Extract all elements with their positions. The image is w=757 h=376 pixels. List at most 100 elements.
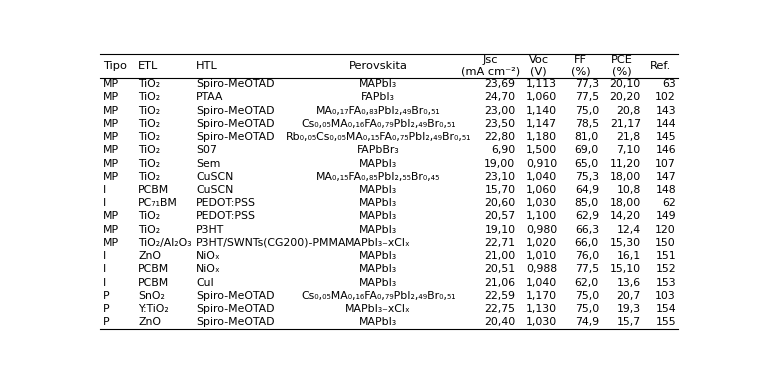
- Text: 15,10: 15,10: [609, 264, 640, 274]
- Text: 21,17: 21,17: [609, 119, 640, 129]
- Text: 102: 102: [656, 92, 676, 102]
- Text: TiO₂: TiO₂: [139, 225, 160, 235]
- Text: NiOₓ: NiOₓ: [196, 251, 221, 261]
- Text: MP: MP: [103, 79, 119, 89]
- Text: 64,9: 64,9: [575, 185, 599, 195]
- Text: 1,040: 1,040: [526, 277, 557, 288]
- Text: PCBM: PCBM: [139, 264, 170, 274]
- Text: HTL: HTL: [196, 61, 218, 71]
- Text: PEDOT:PSS: PEDOT:PSS: [196, 198, 256, 208]
- Text: 19,10: 19,10: [484, 225, 516, 235]
- Text: 145: 145: [656, 132, 676, 142]
- Text: TiO₂/Al₂O₃: TiO₂/Al₂O₃: [139, 238, 192, 248]
- Text: MP: MP: [103, 172, 119, 182]
- Text: 63: 63: [662, 79, 676, 89]
- Text: PCBM: PCBM: [139, 277, 170, 288]
- Text: I: I: [103, 198, 106, 208]
- Text: I: I: [103, 264, 106, 274]
- Text: 66,0: 66,0: [575, 238, 599, 248]
- Text: 147: 147: [656, 172, 676, 182]
- Text: MA₀,₁₅FA₀,₈₅PbI₂,₅₅Br₀,₄₅: MA₀,₁₅FA₀,₈₅PbI₂,₅₅Br₀,₄₅: [316, 172, 441, 182]
- Text: 69,0: 69,0: [575, 146, 599, 155]
- Text: 21,06: 21,06: [484, 277, 516, 288]
- Text: MAPbI₃: MAPbI₃: [359, 185, 397, 195]
- Text: Y:TiO₂: Y:TiO₂: [139, 304, 169, 314]
- Text: TiO₂: TiO₂: [139, 106, 160, 116]
- Text: 1,030: 1,030: [526, 198, 557, 208]
- Text: 21,8: 21,8: [617, 132, 640, 142]
- Text: 7,10: 7,10: [616, 146, 640, 155]
- Text: MP: MP: [103, 106, 119, 116]
- Text: 23,10: 23,10: [484, 172, 516, 182]
- Text: PCBM: PCBM: [139, 185, 170, 195]
- Text: MAPbI₃₋xClₓ: MAPbI₃₋xClₓ: [345, 238, 411, 248]
- Text: I: I: [103, 251, 106, 261]
- Text: MP: MP: [103, 132, 119, 142]
- Text: 62,9: 62,9: [575, 211, 599, 221]
- Text: MAPbI₃: MAPbI₃: [359, 225, 397, 235]
- Text: 1,060: 1,060: [526, 92, 557, 102]
- Text: 78,5: 78,5: [575, 119, 599, 129]
- Text: 20,40: 20,40: [484, 317, 516, 327]
- Text: 107: 107: [656, 159, 676, 168]
- Text: 1,147: 1,147: [526, 119, 557, 129]
- Text: 74,9: 74,9: [575, 317, 599, 327]
- Text: PEDOT:PSS: PEDOT:PSS: [196, 211, 256, 221]
- Text: 12,4: 12,4: [617, 225, 640, 235]
- Text: 22,80: 22,80: [484, 132, 516, 142]
- Text: 6,90: 6,90: [491, 146, 516, 155]
- Text: 1,130: 1,130: [526, 304, 557, 314]
- Text: 23,00: 23,00: [484, 106, 516, 116]
- Text: 75,3: 75,3: [575, 172, 599, 182]
- Text: MAPbI₃: MAPbI₃: [359, 159, 397, 168]
- Text: TiO₂: TiO₂: [139, 119, 160, 129]
- Text: 62,0: 62,0: [575, 277, 599, 288]
- Text: 85,0: 85,0: [575, 198, 599, 208]
- Text: SnO₂: SnO₂: [139, 291, 165, 301]
- Text: P: P: [103, 304, 110, 314]
- Text: 15,30: 15,30: [609, 238, 640, 248]
- Text: TiO₂: TiO₂: [139, 79, 160, 89]
- Text: 120: 120: [656, 225, 676, 235]
- Text: 77,5: 77,5: [575, 92, 599, 102]
- Text: 1,040: 1,040: [526, 172, 557, 182]
- Text: Spiro-MeOTAD: Spiro-MeOTAD: [196, 79, 275, 89]
- Text: ZnO: ZnO: [139, 251, 161, 261]
- Text: 19,00: 19,00: [484, 159, 516, 168]
- Text: S07: S07: [196, 146, 217, 155]
- Text: 22,71: 22,71: [484, 238, 516, 248]
- Text: 22,59: 22,59: [484, 291, 516, 301]
- Text: 76,0: 76,0: [575, 251, 599, 261]
- Text: P3HT/SWNTs(CG200)-PMMA: P3HT/SWNTs(CG200)-PMMA: [196, 238, 347, 248]
- Text: Spiro-MeOTAD: Spiro-MeOTAD: [196, 291, 275, 301]
- Text: 20,60: 20,60: [484, 198, 516, 208]
- Text: FF
(%): FF (%): [571, 55, 590, 77]
- Text: TiO₂: TiO₂: [139, 159, 160, 168]
- Text: 14,20: 14,20: [609, 211, 640, 221]
- Text: MP: MP: [103, 159, 119, 168]
- Text: Spiro-MeOTAD: Spiro-MeOTAD: [196, 317, 275, 327]
- Text: 24,70: 24,70: [484, 92, 516, 102]
- Text: MAPbI₃: MAPbI₃: [359, 251, 397, 261]
- Text: 23,69: 23,69: [484, 79, 516, 89]
- Text: 62: 62: [662, 198, 676, 208]
- Text: 75,0: 75,0: [575, 106, 599, 116]
- Text: Spiro-MeOTAD: Spiro-MeOTAD: [196, 119, 275, 129]
- Text: 1,140: 1,140: [526, 106, 557, 116]
- Text: NiOₓ: NiOₓ: [196, 264, 221, 274]
- Text: 77,5: 77,5: [575, 264, 599, 274]
- Text: 15,7: 15,7: [617, 317, 640, 327]
- Text: MAPbI₃: MAPbI₃: [359, 277, 397, 288]
- Text: Ref.: Ref.: [650, 61, 671, 71]
- Text: 151: 151: [656, 251, 676, 261]
- Text: TiO₂: TiO₂: [139, 211, 160, 221]
- Text: 19,3: 19,3: [617, 304, 640, 314]
- Text: MA₀,₁₇FA₀,₈₃PbI₂,₄₉Br₀,₅₁: MA₀,₁₇FA₀,₈₃PbI₂,₄₉Br₀,₅₁: [316, 106, 441, 116]
- Text: 11,20: 11,20: [609, 159, 640, 168]
- Text: FAPbI₃: FAPbI₃: [361, 92, 395, 102]
- Text: 20,7: 20,7: [616, 291, 640, 301]
- Text: 1,500: 1,500: [526, 146, 557, 155]
- Text: 148: 148: [656, 185, 676, 195]
- Text: CuSCN: CuSCN: [196, 172, 233, 182]
- Text: 65,0: 65,0: [575, 159, 599, 168]
